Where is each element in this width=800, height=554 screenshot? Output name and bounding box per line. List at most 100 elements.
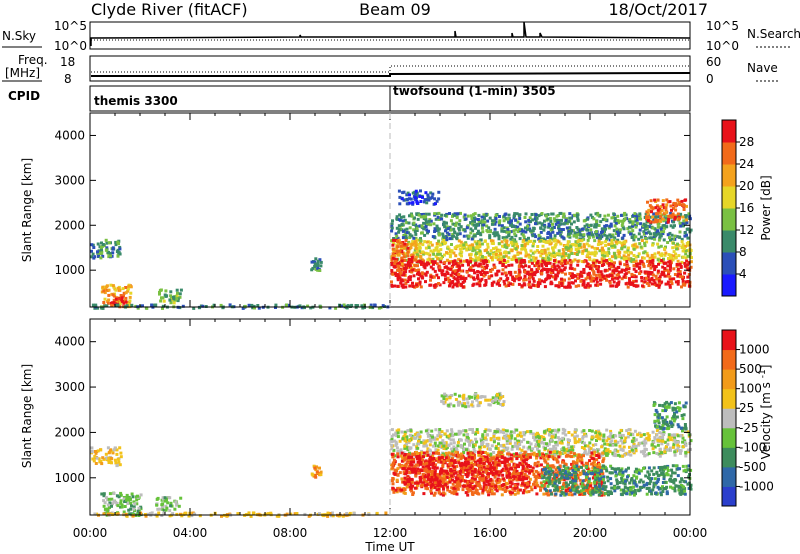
nsky-label: N.Sky	[2, 29, 36, 43]
data-cell	[459, 282, 463, 286]
data-cell	[595, 234, 599, 237]
data-cell	[599, 234, 603, 238]
data-cell	[629, 232, 633, 236]
data-cell	[544, 214, 548, 218]
data-cell	[476, 270, 480, 274]
data-cell	[582, 279, 586, 283]
data-cell	[689, 265, 693, 269]
data-cell	[507, 213, 511, 217]
data-cell	[548, 428, 552, 431]
data-cell	[535, 453, 539, 456]
data-cell	[451, 280, 455, 283]
data-cell	[567, 248, 571, 252]
data-cell	[681, 245, 684, 249]
data-cell	[616, 214, 620, 218]
data-cell	[512, 279, 516, 283]
data-cell	[533, 273, 537, 277]
data-cell	[243, 304, 247, 308]
data-cell	[480, 273, 483, 276]
data-cell	[396, 435, 400, 439]
data-cell	[168, 509, 172, 513]
data-cell	[518, 431, 522, 435]
data-cell	[551, 271, 555, 274]
data-cell	[109, 456, 113, 460]
data-cell	[531, 277, 535, 281]
data-cell	[484, 428, 488, 432]
data-cell	[502, 229, 506, 233]
data-cell	[516, 445, 520, 448]
data-cell	[457, 429, 461, 433]
data-cell	[519, 434, 523, 438]
data-cell	[668, 231, 672, 235]
data-cell	[485, 264, 489, 267]
data-cell	[396, 236, 400, 240]
data-cell	[639, 235, 643, 239]
data-cell	[507, 281, 511, 285]
data-cell	[408, 233, 412, 237]
data-cell	[405, 441, 409, 445]
data-cell	[403, 444, 407, 448]
data-cell	[665, 268, 669, 272]
data-cell	[417, 442, 421, 446]
data-cell	[551, 246, 555, 250]
data-cell	[534, 220, 538, 224]
data-cell	[516, 220, 520, 224]
data-cell	[393, 252, 397, 255]
data-cell	[494, 479, 498, 483]
data-cell	[450, 237, 454, 241]
data-cell	[446, 245, 450, 249]
data-cell	[451, 232, 455, 236]
data-cell	[562, 212, 566, 216]
data-cell	[500, 227, 504, 231]
data-cell	[422, 439, 426, 443]
data-cell	[537, 214, 541, 218]
data-cell	[493, 430, 497, 433]
data-cell	[476, 232, 480, 235]
data-cell	[473, 491, 477, 495]
data-cell	[447, 444, 451, 447]
data-cell	[595, 223, 599, 227]
data-cell	[573, 428, 577, 432]
data-cell	[499, 444, 503, 448]
data-cell	[451, 263, 455, 267]
data-cell	[400, 197, 404, 201]
data-cell	[519, 259, 523, 263]
data-cell	[409, 429, 413, 433]
data-cell	[400, 459, 404, 463]
data-cell	[529, 431, 533, 435]
data-cell	[117, 495, 121, 499]
data-cell	[646, 212, 650, 216]
data-cell	[623, 211, 627, 215]
data-cell	[411, 240, 415, 244]
data-cell	[631, 224, 634, 228]
data-cell	[666, 438, 670, 442]
data-cell	[632, 236, 636, 240]
data-cell	[452, 445, 456, 449]
data-cell	[654, 218, 658, 222]
data-cell	[406, 191, 410, 195]
data-cell	[622, 254, 626, 258]
data-cell	[391, 486, 395, 490]
data-cell	[449, 219, 453, 223]
data-cell	[549, 242, 552, 246]
data-cell	[564, 259, 568, 263]
data-cell	[492, 252, 495, 256]
data-cell	[544, 240, 548, 244]
data-cell	[643, 454, 647, 458]
data-cell	[609, 274, 613, 278]
data-cell	[551, 212, 555, 216]
data-cell	[499, 277, 503, 281]
data-cell	[639, 450, 643, 454]
data-cell	[396, 278, 400, 282]
data-cell	[420, 261, 424, 264]
data-cell	[584, 285, 588, 289]
data-cell	[462, 429, 466, 433]
data-cell	[313, 466, 317, 470]
data-cell	[669, 211, 673, 215]
data-cell	[674, 256, 678, 259]
data-cell	[495, 256, 498, 260]
data-cell	[94, 303, 98, 307]
data-cell	[677, 243, 681, 247]
data-cell	[591, 448, 595, 452]
data-cell	[605, 428, 609, 432]
